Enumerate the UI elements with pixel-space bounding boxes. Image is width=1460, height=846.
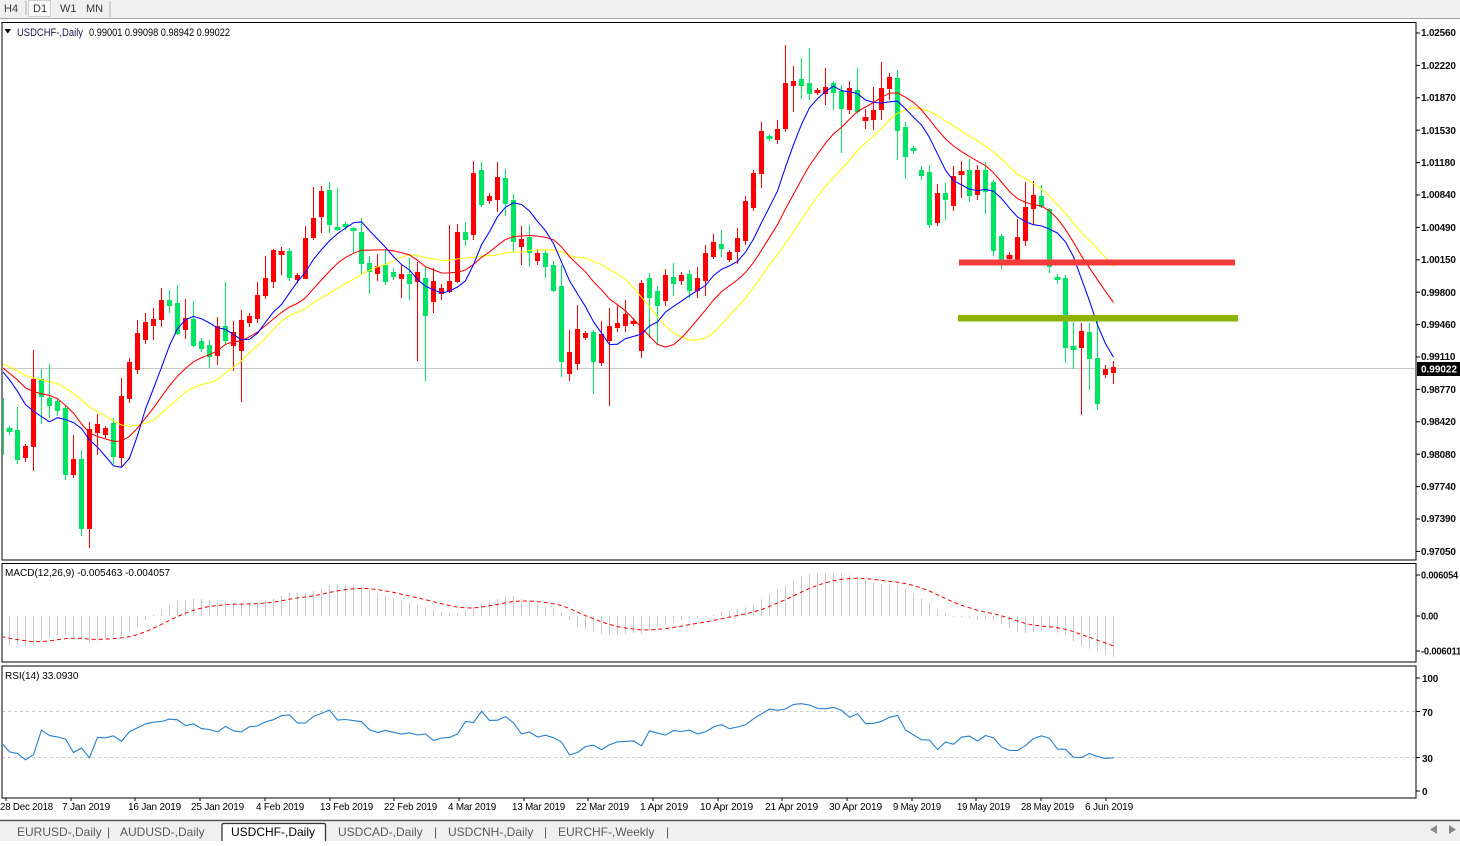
svg-text:30 Apr 2019: 30 Apr 2019 [829,801,882,813]
svg-text:13 Feb 2019: 13 Feb 2019 [320,801,373,813]
svg-text:MN: MN [86,3,103,15]
svg-text:0.99800: 0.99800 [1421,288,1456,299]
svg-text:0.98080: 0.98080 [1421,450,1456,461]
svg-text:1.00150: 1.00150 [1421,255,1456,266]
svg-text:22 Feb 2019: 22 Feb 2019 [384,801,437,813]
svg-text:21 Apr 2019: 21 Apr 2019 [765,801,818,813]
svg-text:|: | [434,825,437,839]
svg-text:0.99022: 0.99022 [1421,365,1457,376]
svg-text:0.006054: 0.006054 [1421,571,1459,582]
svg-text:0.97390: 0.97390 [1421,514,1456,525]
svg-text:MACD(12,26,9) -0.005463 -0.004: MACD(12,26,9) -0.005463 -0.004057 [5,568,171,579]
svg-text:1.01180: 1.01180 [1421,158,1456,169]
svg-text:28 Dec 2018: 28 Dec 2018 [0,801,53,813]
svg-text:4 Feb 2019: 4 Feb 2019 [256,801,304,813]
svg-text:RSI(14) 33.0930: RSI(14) 33.0930 [5,671,79,682]
svg-text:0.98420: 0.98420 [1421,417,1456,428]
svg-text:0.00: 0.00 [1421,612,1439,623]
svg-text:9 May 2019: 9 May 2019 [893,801,941,813]
svg-text:19 May 2019: 19 May 2019 [957,801,1010,813]
svg-text:USDCHF-,Daily: USDCHF-,Daily [17,27,83,39]
svg-text:0.99110: 0.99110 [1421,352,1456,363]
svg-text:70: 70 [1422,708,1433,719]
svg-text:1.00840: 1.00840 [1421,190,1456,201]
svg-text:10 Apr 2019: 10 Apr 2019 [700,801,753,813]
svg-text:EURUSD-,Daily: EURUSD-,Daily [17,825,102,839]
svg-text:USDCNH-,Daily: USDCNH-,Daily [448,825,533,839]
svg-text:0.97740: 0.97740 [1421,482,1456,493]
svg-text:4 Mar 2019: 4 Mar 2019 [448,801,496,813]
svg-text:7 Jan 2019: 7 Jan 2019 [62,801,110,813]
svg-text:|: | [107,825,110,839]
svg-text:1.02560: 1.02560 [1421,28,1456,39]
svg-text:25 Jan 2019: 25 Jan 2019 [191,801,244,813]
svg-text:1.00490: 1.00490 [1421,223,1456,234]
svg-text:100: 100 [1422,674,1439,685]
svg-text:H4: H4 [4,3,18,15]
svg-text:D1: D1 [33,3,47,15]
svg-text:6 Jun 2019: 6 Jun 2019 [1085,801,1133,813]
svg-text:-0.006011: -0.006011 [1421,647,1460,658]
svg-text:USDCHF-,Daily: USDCHF-,Daily [231,825,315,839]
svg-text:W1: W1 [60,3,77,15]
svg-text:0.97050: 0.97050 [1421,547,1456,558]
svg-text:1 Apr 2019: 1 Apr 2019 [640,801,688,813]
svg-text:0.99001 0.99098 0.98942 0.9902: 0.99001 0.99098 0.98942 0.99022 [89,27,230,39]
svg-text:1.02220: 1.02220 [1421,61,1456,72]
svg-text:13 Mar 2019: 13 Mar 2019 [512,801,565,813]
svg-text:USDCAD-,Daily: USDCAD-,Daily [338,825,423,839]
svg-text:0: 0 [1422,787,1428,798]
svg-text:0.99460: 0.99460 [1421,320,1456,331]
svg-text:28 May 2019: 28 May 2019 [1021,801,1074,813]
svg-text:|: | [666,825,669,839]
svg-text:30: 30 [1422,754,1433,765]
svg-text:16 Jan 2019: 16 Jan 2019 [128,801,181,813]
svg-text:1.01870: 1.01870 [1421,93,1456,104]
svg-text:22 Mar 2019: 22 Mar 2019 [576,801,629,813]
svg-text:1.01530: 1.01530 [1421,126,1456,137]
svg-text:AUDUSD-,Daily: AUDUSD-,Daily [120,825,205,839]
svg-text:|: | [544,825,547,839]
svg-text:0.98770: 0.98770 [1421,385,1456,396]
svg-text:EURCHF-,Weekly: EURCHF-,Weekly [558,825,654,839]
